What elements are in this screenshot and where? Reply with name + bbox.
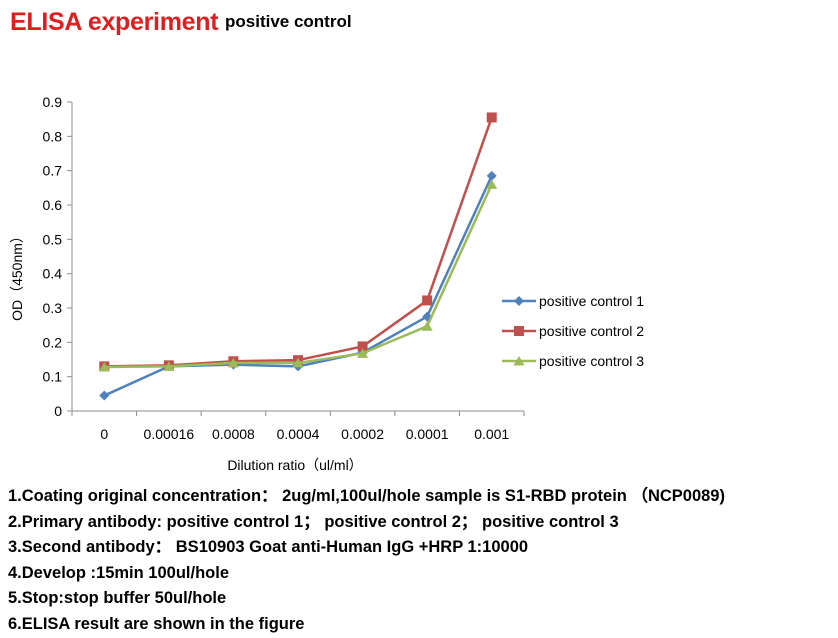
data-point — [357, 348, 369, 358]
legend-label: positive control 3 — [539, 353, 644, 369]
note-item: 4.Develop :15min 100ul/hole — [8, 563, 229, 582]
x-axis-label: Dilution ratio（ul/ml） — [227, 457, 362, 473]
legend-swatch-marker — [513, 356, 525, 366]
legend-swatch-marker — [514, 296, 524, 306]
data-point — [486, 170, 497, 181]
y-tick-label: 0.1 — [43, 369, 63, 385]
legend: positive control 1 positive control 2 posi… — [502, 293, 644, 369]
x-tick-label: 0.0002 — [341, 426, 384, 442]
y-tick-label: 0.9 — [43, 94, 63, 110]
x-tick-label: 0.0008 — [212, 426, 255, 442]
legend-swatch-marker — [514, 326, 524, 336]
series-3 — [98, 179, 498, 372]
series-line — [104, 183, 493, 369]
note-item: 3.Second antibody： BS10903 Goat anti-Hum… — [8, 538, 529, 556]
note-item: 2.Primary antibody: positive control 1； … — [8, 512, 619, 531]
data-point — [486, 179, 498, 189]
series-layer — [98, 112, 498, 401]
y-tick-label: 0.6 — [43, 197, 63, 213]
y-tick-label: 0.4 — [43, 266, 63, 282]
y-tick-label: 0.2 — [43, 334, 63, 350]
y-tick-labels: 0 0.1 0.2 0.3 0.4 0.5 0.6 0.7 0.8 0.9 — [43, 94, 63, 419]
y-tick-label: 0.3 — [43, 300, 63, 316]
note-item: 5.Stop:stop buffer 50ul/hole — [8, 589, 227, 607]
series-line — [104, 117, 493, 368]
data-point — [422, 295, 433, 306]
legend-item: positive control 3 — [502, 353, 644, 369]
x-tick-label: 0.001 — [474, 426, 509, 442]
elisa-line-chart: 0 0.1 0.2 0.3 0.4 0.5 0.6 0.7 0.8 0.9 0 0.00016 0.0… — [9, 94, 644, 473]
data-point — [227, 357, 239, 368]
note-item: 1.Coating original concentration： 2ug/ml… — [8, 487, 725, 505]
page-title: ELISA experiment — [10, 8, 219, 36]
page-subtitle: positive control — [225, 12, 352, 31]
y-tick-label: 0 — [54, 403, 62, 419]
y-tick-label: 0.5 — [43, 231, 63, 247]
x-tick-label: 0 — [100, 426, 108, 442]
data-point — [163, 361, 175, 371]
x-tick-label: 0.0001 — [406, 426, 449, 442]
x-tick-labels: 0 0.00016 0.0008 0.0004 0.0002 0.0001 0.001 — [100, 426, 509, 442]
experiment-notes: 1.Coating original concentration： 2ug/ml… — [8, 484, 725, 637]
y-tick-label: 0.7 — [43, 163, 63, 179]
legend-item: positive control 1 — [502, 293, 644, 309]
x-tick-label: 0.0004 — [277, 426, 320, 442]
y-axis-label: OD（450nm） — [9, 229, 25, 321]
y-tick-label: 0.8 — [43, 128, 63, 144]
legend-label: positive control 1 — [539, 293, 644, 309]
legend-item: positive control 2 — [502, 323, 644, 339]
x-tick-label: 0.00016 — [144, 426, 195, 442]
note-item: 6.ELISA result are shown in the figure — [8, 614, 305, 633]
data-point — [99, 390, 110, 401]
series-2 — [99, 112, 497, 372]
data-point — [292, 357, 304, 368]
data-point — [486, 112, 497, 123]
chart-axes — [67, 101, 525, 416]
legend-label: positive control 2 — [539, 323, 644, 339]
data-point — [98, 362, 110, 372]
data-point — [357, 341, 368, 352]
data-point — [421, 321, 433, 331]
